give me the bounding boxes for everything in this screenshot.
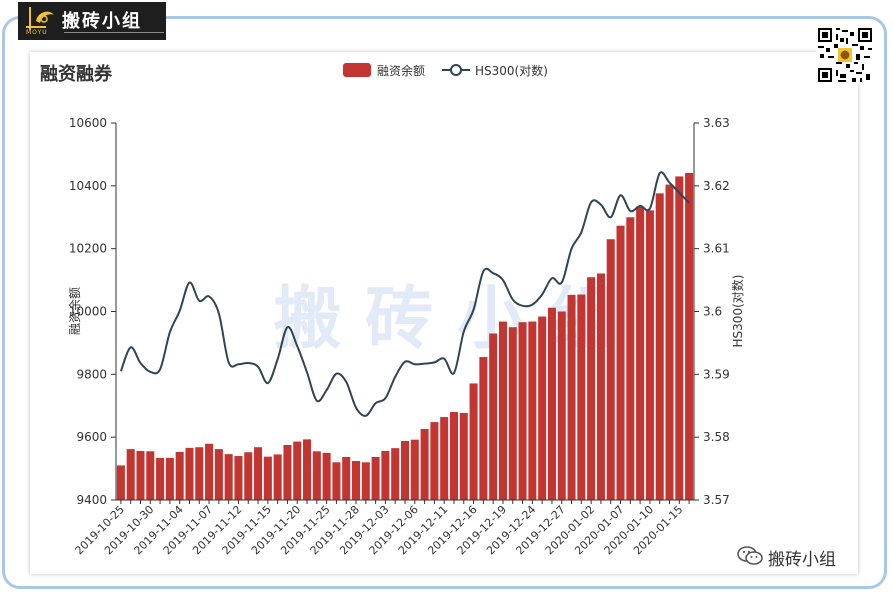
bar <box>283 445 292 500</box>
bar <box>400 440 410 500</box>
legend-marker-line <box>450 64 462 76</box>
y-tick-label: 10400 <box>69 179 107 193</box>
bar <box>508 327 517 500</box>
bar <box>391 448 400 500</box>
bar <box>332 462 341 500</box>
y2-axis-title: HS300(对数) <box>730 275 745 348</box>
bar <box>303 439 312 500</box>
y2-tick-label: 3.62 <box>703 179 730 193</box>
bar <box>489 333 498 500</box>
y-tick-label: 9600 <box>76 430 107 444</box>
legend-swatch-bar <box>343 63 371 77</box>
y-tick-label: 10600 <box>69 116 107 130</box>
bar <box>636 206 645 500</box>
y2-tick-label: 3.59 <box>703 367 730 381</box>
bar <box>655 193 664 500</box>
bar <box>263 456 272 500</box>
bar <box>195 447 204 500</box>
bar <box>185 447 194 500</box>
bar <box>322 452 331 501</box>
bar <box>156 457 165 500</box>
bar <box>273 454 282 500</box>
bar <box>518 322 527 500</box>
bar <box>547 307 556 500</box>
bar <box>587 277 596 500</box>
y2-tick-label: 3.61 <box>703 242 730 256</box>
bar <box>577 294 586 500</box>
bar <box>606 239 615 501</box>
bar <box>596 273 605 500</box>
legend-label-bar: 融资余额 <box>377 63 425 78</box>
y-tick-label: 9800 <box>76 367 107 381</box>
bar <box>410 439 419 500</box>
bar <box>244 452 253 500</box>
bar <box>528 321 537 500</box>
brand-logo: MOYU 搬砖小组 <box>18 2 166 40</box>
bar <box>567 294 576 500</box>
bar <box>126 449 135 500</box>
bar <box>146 451 155 500</box>
bar <box>645 210 654 500</box>
bar <box>665 184 674 500</box>
bar <box>224 454 233 500</box>
series-line-hs300 <box>119 171 690 417</box>
brand-mark-icon <box>26 7 54 30</box>
bar <box>381 450 390 500</box>
footer-label: 搬砖小组 <box>768 550 836 570</box>
bar <box>459 412 468 500</box>
bar <box>469 383 478 500</box>
brand-underline <box>64 32 164 33</box>
bar <box>175 451 184 500</box>
bar <box>479 357 488 500</box>
bar <box>165 457 174 500</box>
y-axis-title: 融资余额 <box>67 287 82 335</box>
bar <box>430 422 439 500</box>
bar <box>449 412 458 500</box>
y-tick-label: 10000 <box>69 305 107 319</box>
bar <box>498 321 507 500</box>
qr-code-icon <box>816 26 874 84</box>
bar <box>616 225 625 501</box>
bar <box>420 429 429 500</box>
chart-title: 融资融券 <box>40 64 112 85</box>
bar <box>254 447 263 500</box>
bar <box>116 465 125 500</box>
bar <box>205 443 214 500</box>
brand-subtitle: MOYU <box>26 29 48 36</box>
bar <box>214 449 223 500</box>
bar <box>538 316 547 500</box>
bar <box>685 172 694 500</box>
bar <box>234 456 243 500</box>
bar <box>361 462 370 500</box>
y2-tick-label: 3.58 <box>703 430 730 444</box>
bar <box>626 217 635 500</box>
bar <box>352 461 361 500</box>
y-tick-label: 9400 <box>76 493 107 507</box>
brand-name: 搬砖小组 <box>62 11 142 32</box>
bar <box>342 456 351 500</box>
bar <box>675 176 684 500</box>
bar <box>136 450 145 500</box>
bar <box>312 451 321 500</box>
bar <box>293 441 302 500</box>
y2-tick-label: 3.57 <box>703 493 730 507</box>
legend-label-line: HS300(对数) <box>475 63 548 78</box>
y-tick-label: 10200 <box>69 242 107 256</box>
y2-tick-label: 3.63 <box>703 116 730 130</box>
bar <box>557 311 566 500</box>
wechat-icon <box>737 546 763 565</box>
bar <box>371 456 380 500</box>
bar <box>440 417 449 500</box>
y2-tick-label: 3.6 <box>703 305 722 319</box>
